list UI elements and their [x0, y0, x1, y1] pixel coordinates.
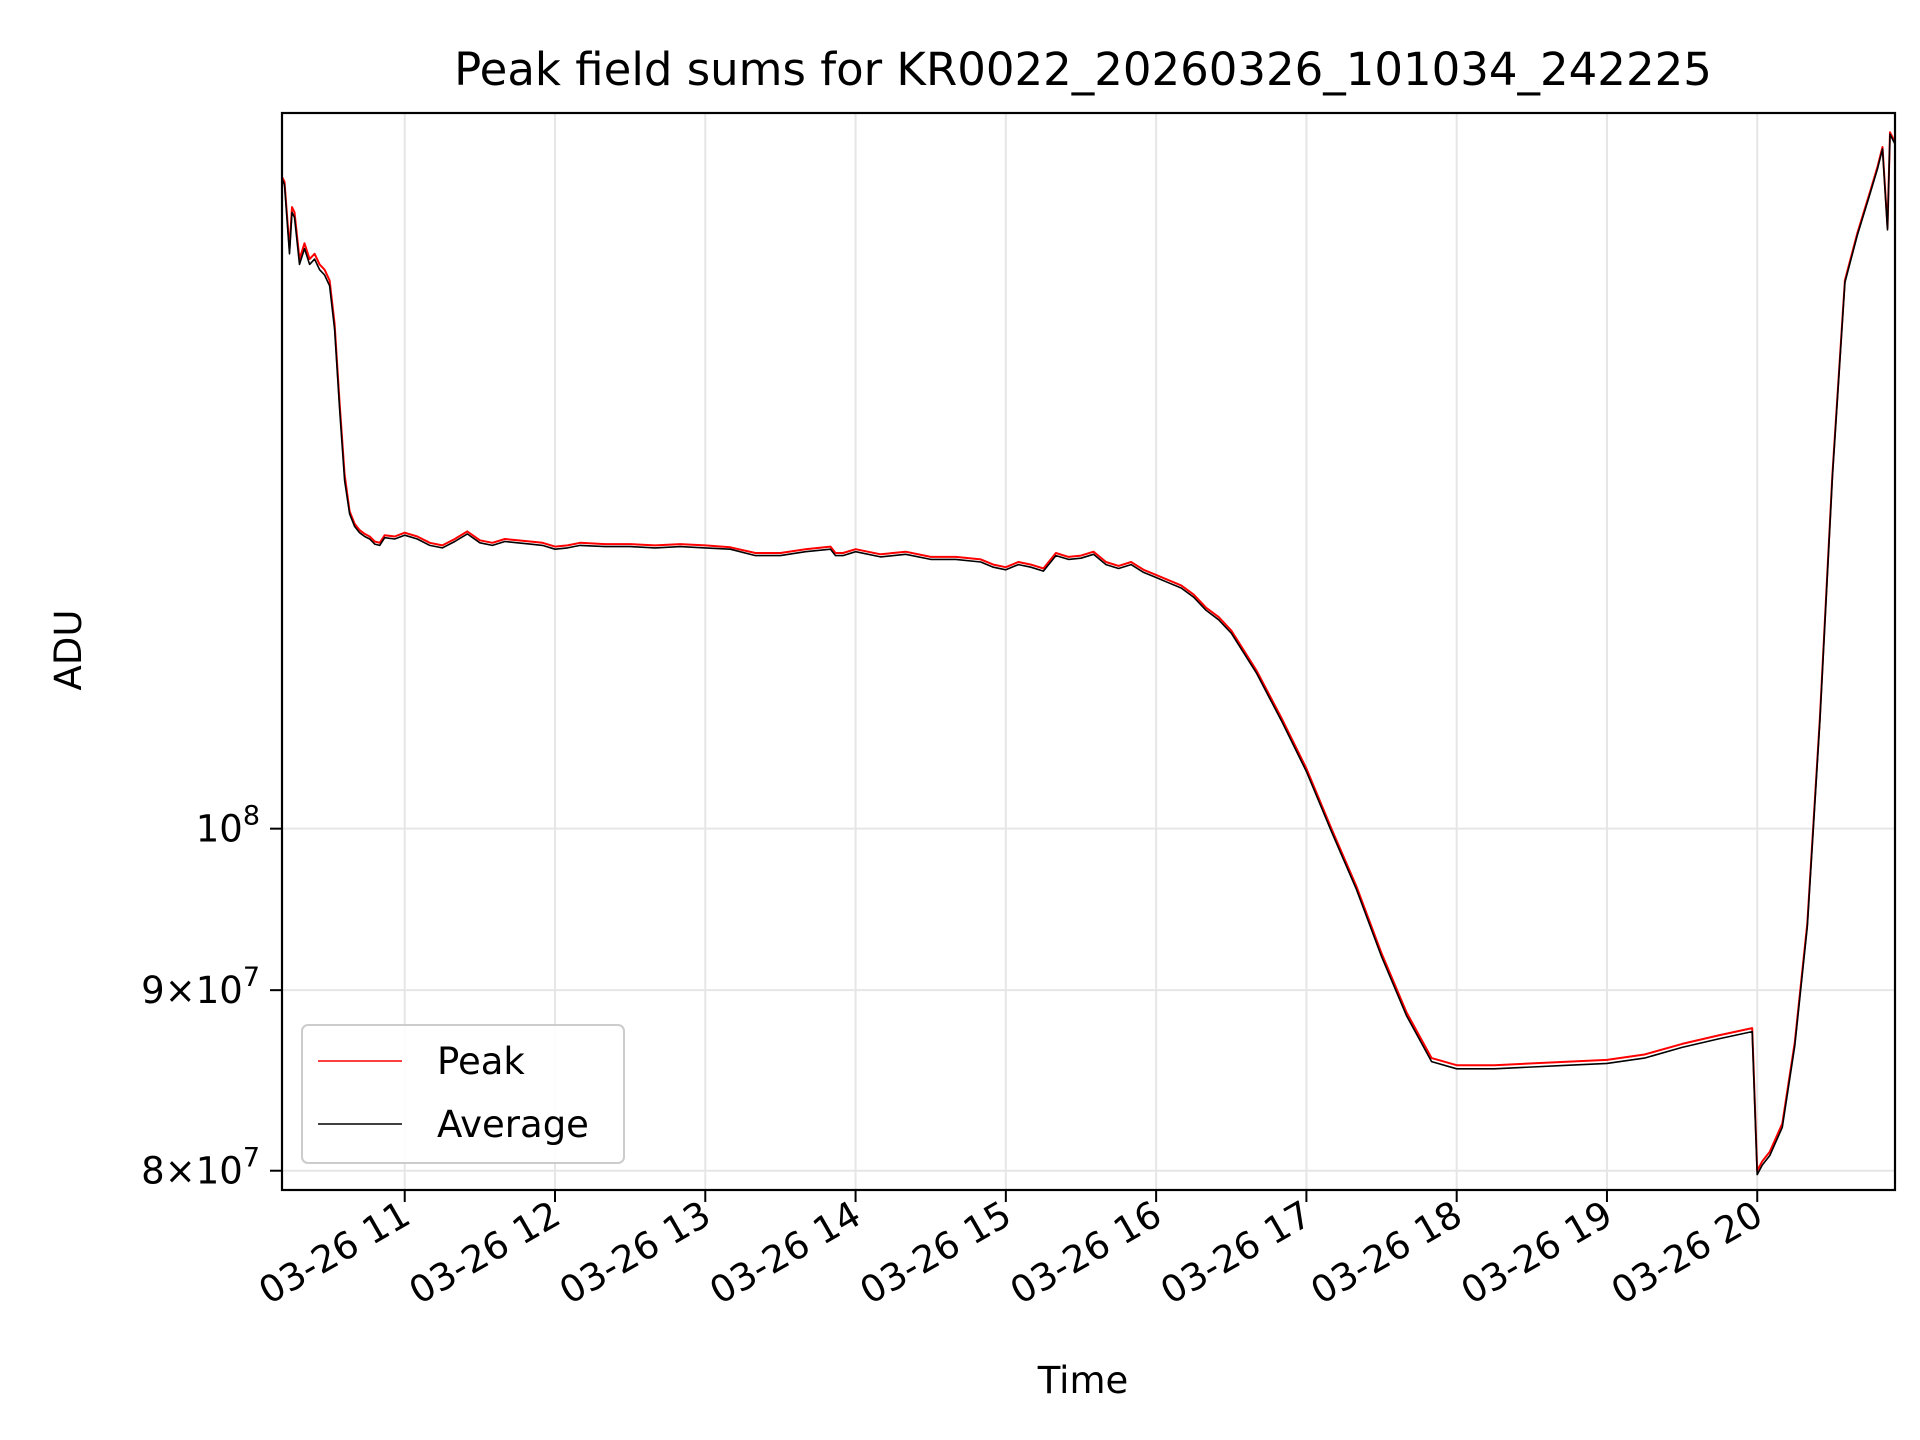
- legend-peak-label: Peak: [437, 1040, 525, 1083]
- legend-box: [301, 1024, 625, 1164]
- legend: Peak Average: [301, 1024, 625, 1164]
- plot-area: [282, 131, 1895, 1176]
- legend-average-label: Average: [437, 1103, 589, 1146]
- y-tick-label: 8×107: [141, 1143, 260, 1193]
- y-tick-label: 108: [196, 801, 260, 851]
- y-axis-label: ADU: [47, 610, 90, 691]
- x-axis-label: Time: [1037, 1359, 1129, 1402]
- axes-frame: [280, 111, 1897, 1192]
- series-line-average: [282, 133, 1895, 1176]
- series-line-peak: [282, 131, 1895, 1172]
- chart-title: Peak field sums for KR0022_20260326_1010…: [454, 43, 1712, 96]
- y-tick-label: 9×107: [141, 962, 260, 1012]
- grid-lines: [282, 113, 1895, 1190]
